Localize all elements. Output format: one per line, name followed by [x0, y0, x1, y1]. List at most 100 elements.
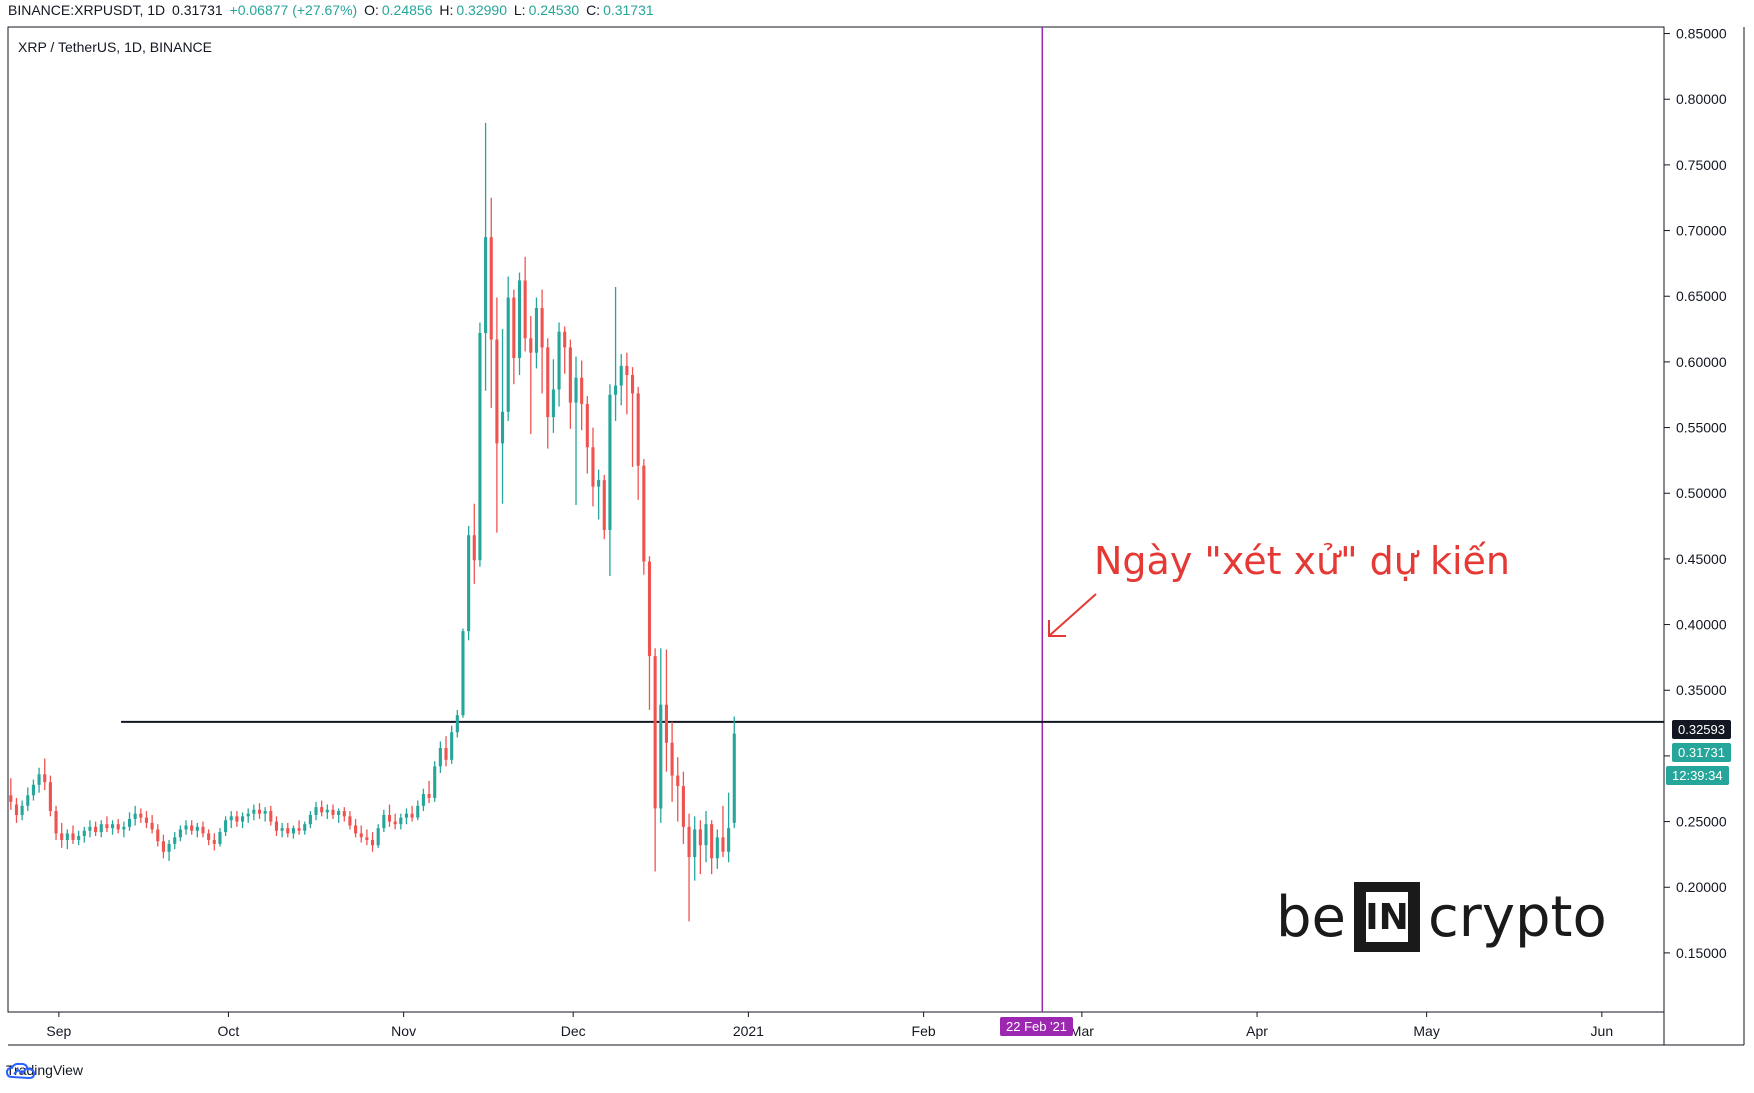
candle-body [359, 833, 363, 838]
candle-body [676, 775, 680, 787]
candle-body [82, 830, 86, 837]
x-tick-label: Mar [1070, 1023, 1094, 1039]
x-tick-label: Oct [218, 1023, 240, 1039]
y-tick-label: 0.45000 [1676, 551, 1727, 567]
candle-body [274, 821, 279, 831]
candle-body [280, 828, 284, 831]
candle-body [37, 774, 41, 785]
candle-body [484, 237, 488, 334]
y-tick-label: 0.15000 [1676, 945, 1727, 961]
low-label: L: [513, 2, 526, 18]
candle-body [721, 837, 725, 852]
candle-body [506, 297, 510, 412]
last-price: 0.31731 [172, 2, 223, 18]
candle-body [94, 826, 98, 833]
candle-body [710, 824, 714, 859]
candle-body [43, 774, 47, 783]
candle-body [263, 811, 267, 814]
candle-body [461, 631, 465, 716]
annotation-arrow-head [1048, 620, 1066, 637]
candle-body [105, 824, 109, 829]
vline-date-badge: 22 Feb '21 [1000, 1017, 1074, 1036]
candle-body [167, 843, 171, 852]
candle-body [597, 480, 601, 487]
symbol-label: BINANCE:XRPUSDT, 1D [8, 2, 166, 18]
y-tick-label: 0.50000 [1676, 485, 1727, 501]
candle-body [308, 815, 312, 825]
candle-body [455, 715, 459, 733]
candle-body [614, 385, 618, 395]
candle-body [642, 465, 646, 562]
annotation-arrow-shaft [1048, 593, 1097, 637]
candle-body [681, 786, 685, 827]
watermark-right: crypto [1428, 884, 1607, 950]
candle-body [399, 817, 403, 825]
x-tick-label: Nov [391, 1023, 416, 1039]
candle-body [551, 389, 555, 418]
candle-body [732, 733, 736, 823]
candle-body [489, 237, 493, 340]
candle-body [715, 837, 719, 859]
current-price-badge: 0.31731 [1672, 743, 1731, 762]
candle-body [240, 816, 245, 822]
candle-body [625, 365, 629, 376]
candle-body [207, 833, 211, 840]
candle-body [144, 817, 149, 823]
candle-body [342, 811, 346, 817]
candle-body [591, 447, 595, 487]
watermark-box: IN [1354, 882, 1420, 952]
annotation-text: Ngày "xét xử" dự kiến [1094, 539, 1510, 583]
x-tick-label: May [1413, 1023, 1439, 1039]
y-tick-label: 0.70000 [1676, 223, 1727, 239]
close-label: C: [586, 2, 601, 18]
candle-body [184, 825, 188, 830]
cloud-icon [6, 1062, 36, 1080]
x-tick-label: Feb [912, 1023, 936, 1039]
candle-body [602, 480, 606, 531]
countdown-badge: 12:39:34 [1666, 766, 1729, 785]
y-tick-label: 0.80000 [1676, 91, 1727, 107]
candle-body [438, 748, 442, 767]
candle-body [252, 809, 256, 814]
y-tick-label: 0.65000 [1676, 288, 1727, 304]
candle-body [178, 829, 182, 838]
candle-body [54, 811, 58, 834]
y-tick-label: 0.25000 [1676, 814, 1727, 830]
candle-body [517, 280, 522, 358]
candle-body [450, 732, 454, 760]
candle-body [416, 805, 420, 818]
candle-body [659, 704, 663, 809]
chart-title: XRP / TetherUS, 1D, BINANCE [18, 39, 212, 55]
candle-body [20, 805, 24, 815]
candle-body [122, 826, 126, 830]
hline-price-badge: 0.32593 [1672, 720, 1731, 739]
high-value: 0.32990 [456, 2, 507, 18]
close-value: 0.31731 [603, 2, 654, 18]
candle-body [331, 809, 335, 815]
candle-body [14, 804, 19, 815]
y-tick-label: 0.75000 [1676, 157, 1727, 173]
candle-body [495, 339, 499, 444]
candle-body [433, 766, 437, 798]
candle-body [687, 826, 691, 858]
candle-body [71, 833, 75, 840]
y-tick-label: 0.55000 [1676, 420, 1727, 436]
candle-body [653, 656, 657, 809]
candle-body [286, 828, 290, 834]
candle-body [467, 535, 471, 632]
candle-body [337, 811, 341, 815]
candle-body [421, 793, 425, 806]
candle-body [212, 839, 216, 844]
x-tick-label: 2021 [733, 1023, 764, 1039]
candle-body [325, 809, 329, 813]
tradingview-logo[interactable]: TradingView [6, 1062, 83, 1080]
candle-body [512, 297, 516, 358]
candle-body [557, 331, 561, 390]
candle-body [150, 822, 154, 830]
candle-body [704, 824, 708, 846]
watermark-left: be [1276, 884, 1346, 950]
candle-body [314, 807, 318, 815]
candle-body [427, 793, 431, 798]
